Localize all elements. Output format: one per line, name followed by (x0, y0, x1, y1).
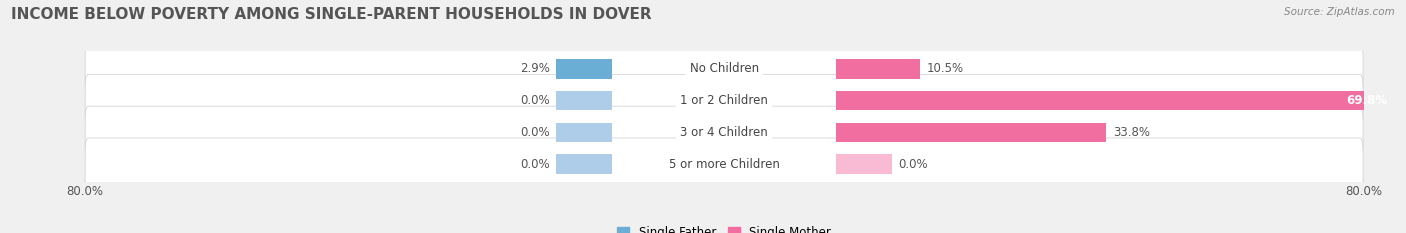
Text: Source: ZipAtlas.com: Source: ZipAtlas.com (1284, 7, 1395, 17)
Bar (557, 59, 612, 79)
Bar (837, 123, 1107, 142)
Text: 3 or 4 Children: 3 or 4 Children (681, 126, 768, 139)
Text: 0.0%: 0.0% (520, 158, 550, 171)
FancyBboxPatch shape (86, 74, 1362, 127)
Bar (837, 59, 920, 79)
Text: 10.5%: 10.5% (927, 62, 963, 75)
Bar (837, 154, 891, 174)
Text: 69.8%: 69.8% (1347, 94, 1388, 107)
Text: 1 or 2 Children: 1 or 2 Children (681, 94, 768, 107)
Text: No Children: No Children (689, 62, 759, 75)
Bar (557, 123, 612, 142)
FancyBboxPatch shape (86, 138, 1362, 191)
Text: 5 or more Children: 5 or more Children (669, 158, 779, 171)
Legend: Single Father, Single Mother: Single Father, Single Mother (613, 221, 835, 233)
Bar (557, 91, 612, 110)
Text: 2.9%: 2.9% (520, 62, 550, 75)
Text: INCOME BELOW POVERTY AMONG SINGLE-PARENT HOUSEHOLDS IN DOVER: INCOME BELOW POVERTY AMONG SINGLE-PARENT… (11, 7, 652, 22)
Text: 0.0%: 0.0% (520, 94, 550, 107)
FancyBboxPatch shape (86, 42, 1362, 95)
Bar (557, 154, 612, 174)
Text: 0.0%: 0.0% (520, 126, 550, 139)
Text: 33.8%: 33.8% (1112, 126, 1150, 139)
Bar (837, 91, 1395, 110)
FancyBboxPatch shape (86, 106, 1362, 159)
Text: 0.0%: 0.0% (898, 158, 928, 171)
